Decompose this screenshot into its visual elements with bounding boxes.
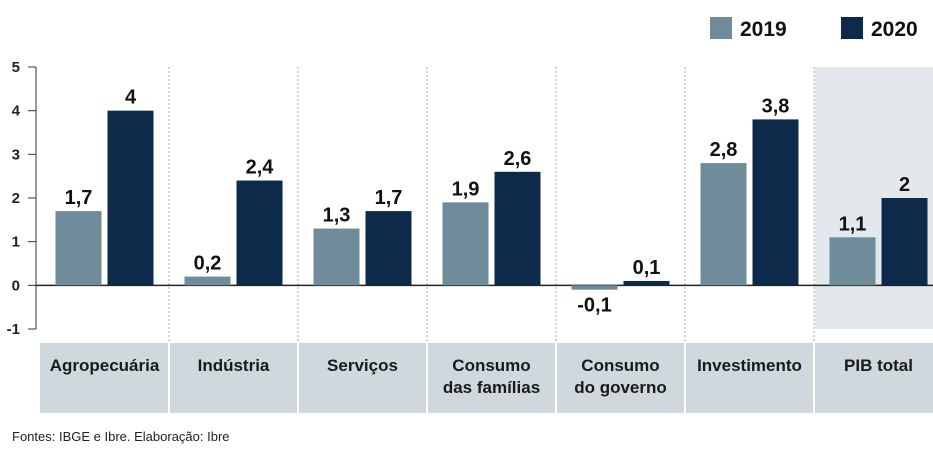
data-label-2019: 2,8 bbox=[710, 139, 738, 161]
y-tick-label: 1 bbox=[12, 234, 20, 251]
category-label: Indústria bbox=[198, 356, 270, 375]
bar-2019 bbox=[442, 202, 489, 286]
bar-2019 bbox=[313, 228, 360, 286]
bar-2020 bbox=[881, 198, 928, 286]
category-label: PIB total bbox=[844, 356, 913, 375]
y-tick-label: 3 bbox=[12, 146, 20, 163]
data-label-2020: 3,8 bbox=[762, 95, 790, 117]
bar-2019 bbox=[55, 211, 102, 286]
data-label-2019: -0,1 bbox=[577, 294, 611, 316]
bar-2020 bbox=[494, 171, 541, 286]
bar-2020 bbox=[623, 280, 670, 286]
y-tick-label: 2 bbox=[12, 190, 20, 207]
data-label-2019: 1,3 bbox=[323, 205, 351, 227]
bar-2020 bbox=[365, 211, 412, 286]
data-label-2020: 2,4 bbox=[246, 157, 275, 179]
category-label: Agropecuária bbox=[50, 356, 160, 375]
y-tick-label: 0 bbox=[12, 277, 20, 294]
legend-label-2020: 2020 bbox=[871, 18, 918, 41]
y-tick-label: -1 bbox=[7, 321, 20, 338]
legend-swatch-2019 bbox=[710, 17, 732, 39]
data-label-2019: 1,1 bbox=[839, 213, 867, 235]
category-label: Investimento bbox=[697, 356, 802, 375]
data-label-2020: 0,1 bbox=[633, 257, 661, 279]
bar-2020 bbox=[752, 119, 799, 286]
source-note: Fontes: IBGE e Ibre. Elaboração: Ibre bbox=[12, 429, 230, 444]
data-label-2020: 2 bbox=[899, 174, 910, 196]
data-label-2020: 4 bbox=[125, 87, 137, 109]
category-label: do governo bbox=[574, 378, 667, 397]
data-label-2019: 0,2 bbox=[194, 253, 222, 275]
y-tick-label: 4 bbox=[12, 103, 21, 120]
legend-label-2019: 2019 bbox=[740, 18, 787, 41]
data-label-2019: 1,9 bbox=[452, 178, 480, 200]
data-label-2020: 1,7 bbox=[375, 187, 403, 209]
data-label-2020: 2,6 bbox=[504, 148, 532, 170]
bar-2019 bbox=[829, 237, 876, 286]
bar-2020 bbox=[107, 110, 154, 286]
bar-2020 bbox=[236, 180, 283, 286]
legend-swatch-2020 bbox=[841, 17, 863, 39]
bar-2019 bbox=[184, 276, 231, 286]
category-label: Serviços bbox=[327, 356, 398, 375]
y-tick-label: 5 bbox=[12, 59, 20, 76]
bar-2019 bbox=[700, 163, 747, 286]
data-label-2019: 1,7 bbox=[65, 187, 93, 209]
bar-2019 bbox=[571, 285, 618, 290]
category-band bbox=[40, 343, 933, 413]
category-label: Consumo bbox=[581, 356, 659, 375]
category-label: Consumo bbox=[452, 356, 530, 375]
category-label: das famílias bbox=[443, 378, 540, 397]
